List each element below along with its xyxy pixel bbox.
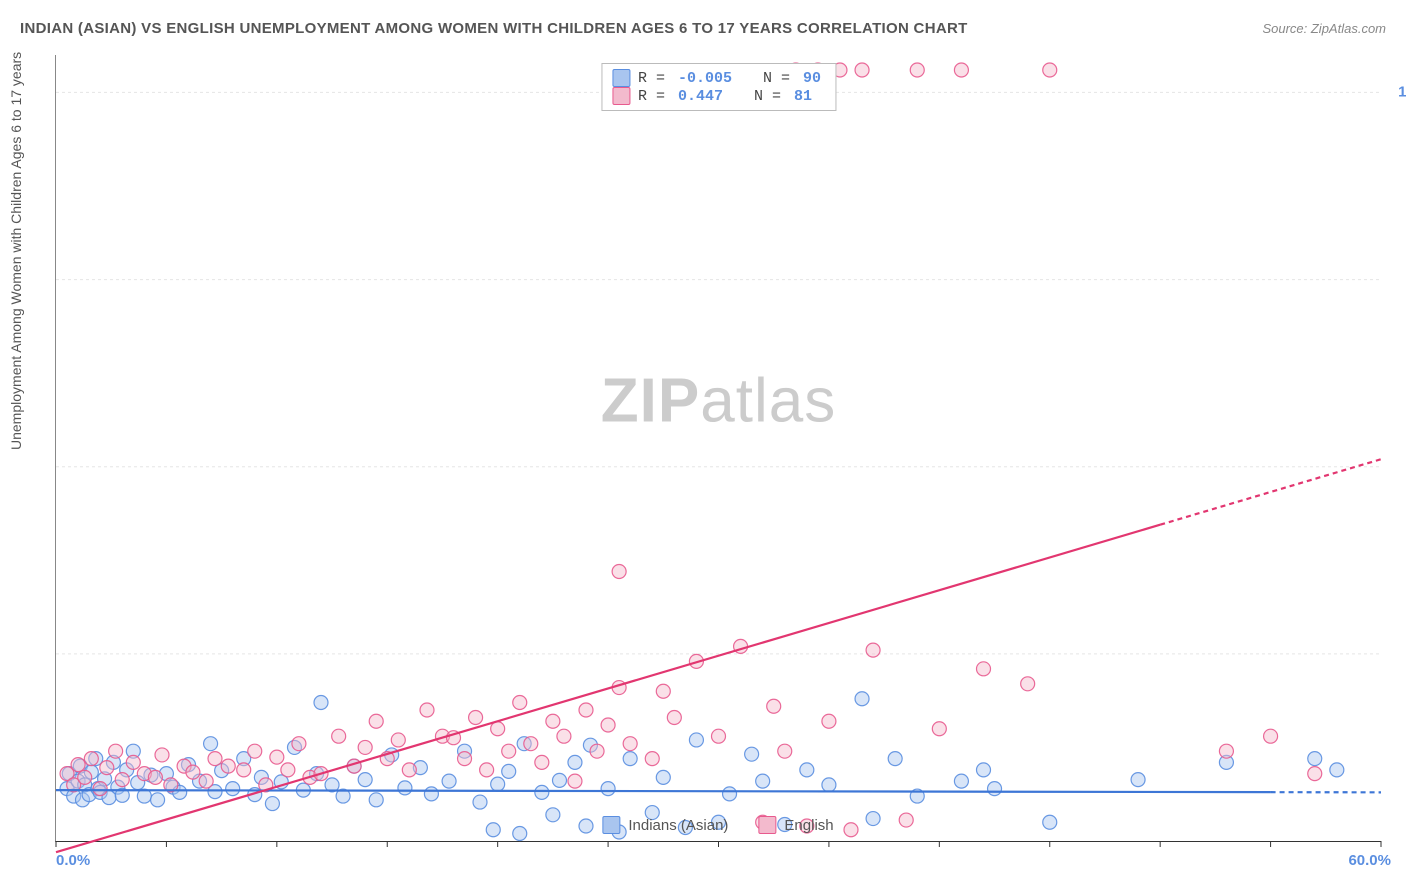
swatch-pink-icon: [758, 816, 776, 834]
series-legend-pink: English: [758, 816, 833, 834]
scatter-svg: [56, 55, 1381, 841]
swatch-blue-icon: [602, 816, 620, 834]
x-tick-right: 60.0%: [1348, 852, 1391, 869]
y-axis-label: Unemployment Among Women with Children A…: [8, 52, 24, 450]
swatch-pink: [612, 87, 630, 105]
series-legend: Indians (Asian) English: [602, 816, 833, 834]
legend-row-pink: R = 0.447 N = 81: [612, 87, 825, 105]
series-legend-blue: Indians (Asian): [602, 816, 728, 834]
swatch-blue: [612, 69, 630, 87]
correlation-legend: R = -0.005 N = 90 R = 0.447 N = 81: [601, 63, 836, 111]
x-tick-left: 0.0%: [56, 852, 90, 869]
chart-title: INDIAN (ASIAN) VS ENGLISH UNEMPLOYMENT A…: [20, 20, 968, 37]
y-tick-label: 100.0%: [1398, 84, 1406, 101]
header: INDIAN (ASIAN) VS ENGLISH UNEMPLOYMENT A…: [20, 20, 1386, 37]
plot-surface: R = -0.005 N = 90 R = 0.447 N = 81: [55, 55, 1381, 842]
chart-area: R = -0.005 N = 90 R = 0.447 N = 81: [55, 55, 1381, 842]
source-label: Source: ZipAtlas.com: [1262, 21, 1386, 36]
legend-row-blue: R = -0.005 N = 90: [612, 69, 825, 87]
